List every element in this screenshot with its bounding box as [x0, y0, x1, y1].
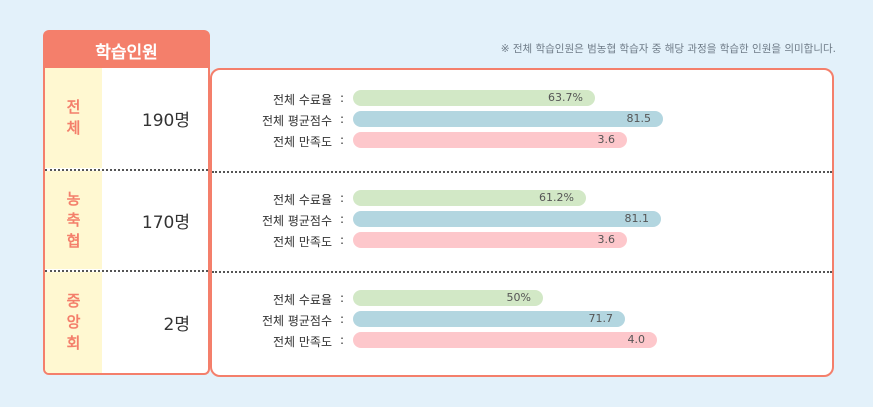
group-name: 중앙회: [66, 292, 81, 352]
metric-label: 전체 수료율: [272, 93, 332, 107]
colon: :: [340, 91, 345, 105]
bar-satisfaction: [353, 332, 657, 348]
bar-value-label: 3.6: [597, 233, 616, 246]
bar-completion: [353, 90, 595, 106]
bar-value-label: 63.7%: [548, 91, 583, 104]
colon: :: [340, 212, 345, 226]
bar-value-label: 71.7: [588, 312, 614, 325]
group-list: 전체 190명 농축협 170명 중앙회 2명: [43, 68, 210, 375]
colon: :: [340, 233, 345, 247]
bar-value-label: 3.6: [597, 133, 616, 146]
bar-value-label: 81.1: [624, 212, 650, 225]
divider: [45, 169, 208, 171]
chart-panel: 전체 수료율: 63.7% 전체 평균점수: 81.5 전체 만족도: 3.6 전체 수료율…: [210, 68, 834, 377]
group-count: 2명: [163, 315, 190, 335]
metric-label: 전체 만족도: [272, 335, 332, 349]
divider: [45, 270, 208, 272]
colon: :: [340, 112, 345, 126]
header-label: 학습인원: [43, 30, 210, 70]
colon: :: [340, 191, 345, 205]
divider: [212, 171, 832, 173]
bar-satisfaction: [353, 232, 627, 248]
metric-label: 전체 평균점수: [261, 114, 332, 128]
bar-completion: [353, 190, 586, 206]
group-row: 농축협 170명: [45, 171, 208, 269]
group-row: 전체 190명: [45, 68, 208, 168]
bar-value-label: 81.5: [626, 112, 652, 125]
metric-label: 전체 만족도: [272, 135, 332, 149]
colon: :: [340, 333, 345, 347]
colon: :: [340, 291, 345, 305]
group-name: 농축협: [66, 189, 81, 250]
divider: [212, 271, 832, 273]
note: ※ 전체 학습인원은 범농협 학습자 중 해당 과정을 학습한 인원을 의미합니…: [500, 43, 836, 55]
metric-label: 전체 평균점수: [261, 314, 332, 328]
colon: :: [340, 133, 345, 147]
metric-label: 전체 만족도: [272, 235, 332, 249]
group-row: 중앙회 2명: [45, 272, 208, 373]
group-name: 전체: [66, 98, 81, 137]
bar-score: [353, 111, 663, 127]
group-count: 190명: [141, 110, 190, 131]
bar-satisfaction: [353, 132, 627, 148]
bar-value-label: 61.2%: [539, 191, 574, 204]
bar-value-label: 4.0: [627, 333, 646, 346]
group-count: 170명: [141, 212, 190, 233]
bar-score: [353, 211, 661, 227]
bar-value-label: 50%: [506, 291, 531, 304]
metric-label: 전체 수료율: [272, 193, 332, 207]
colon: :: [340, 312, 345, 326]
metric-label: 전체 수료율: [272, 293, 332, 307]
bar-score: [353, 311, 625, 327]
bar-completion: [353, 290, 543, 306]
metric-label: 전체 평균점수: [261, 214, 332, 228]
